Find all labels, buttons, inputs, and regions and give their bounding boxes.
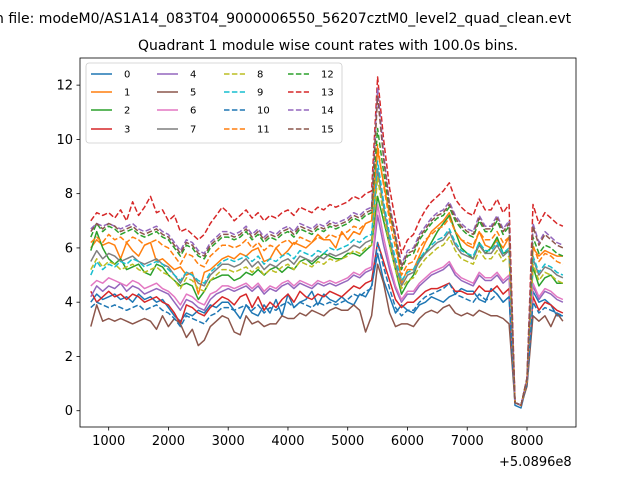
y-tick-label-4: 4 (65, 296, 73, 311)
series-line-5 (90, 263, 564, 407)
series-line-12 (90, 127, 564, 407)
series-line-7 (90, 168, 564, 407)
legend-label-10: 10 (257, 106, 270, 117)
x-tick-label-2000: 2000 (152, 434, 185, 449)
series-line-14 (90, 87, 564, 407)
x-tick-label-8000: 8000 (510, 434, 543, 449)
figure-suptitle: n file: modeM0/AS1A14_083T04_9000006550_… (0, 11, 572, 27)
series-lines (90, 76, 564, 409)
y-tick-label-2: 2 (65, 350, 73, 365)
plot-area: 1000 2000 3000 4000 5000 6000 7000 800002468101… (56, 57, 577, 449)
x-tick-label-6000: 6000 (391, 434, 424, 449)
y-tick-label-6: 6 (65, 241, 73, 256)
legend-label-3: 3 (124, 125, 130, 136)
legend-label-13: 13 (321, 88, 334, 99)
legend-label-2: 2 (124, 106, 130, 117)
series-line-4 (90, 214, 564, 407)
series-line-10 (90, 241, 564, 407)
legend-label-8: 8 (257, 70, 263, 81)
legend-label-12: 12 (321, 70, 334, 81)
legend-label-11: 11 (257, 125, 270, 136)
legend-label-5: 5 (190, 88, 196, 99)
chart-title: Quadrant 1 module wise count rates with … (138, 38, 518, 54)
legend-box (85, 62, 343, 144)
x-tick-label-3000: 3000 (212, 434, 245, 449)
x-tick-label-1000: 1000 (92, 434, 125, 449)
legend-label-0: 0 (124, 70, 130, 81)
series-line-8 (90, 176, 564, 407)
legend-label-9: 9 (257, 88, 263, 99)
x-tick-label-4000: 4000 (271, 434, 304, 449)
legend-label-6: 6 (190, 106, 196, 117)
legend-label-1: 1 (124, 88, 130, 99)
x-tick-label-7000: 7000 (451, 434, 484, 449)
series-line-1 (90, 149, 563, 407)
x-tick-label-5000: 5000 (331, 434, 364, 449)
axes-frame (79, 57, 577, 428)
legend-label-7: 7 (190, 125, 196, 136)
series-line-15 (90, 95, 564, 407)
series-line-0 (90, 252, 563, 409)
y-tick-label-8: 8 (65, 187, 73, 202)
x-axis-offset-label: +5.0896e8 (499, 455, 572, 470)
series-line-13 (90, 76, 564, 407)
y-tick-label-10: 10 (56, 133, 73, 148)
y-tick-label-0: 0 (65, 404, 73, 419)
series-line-6 (90, 203, 564, 407)
legend-label-14: 14 (321, 106, 334, 117)
y-tick-label-12: 12 (56, 79, 73, 94)
legend-label-15: 15 (321, 125, 334, 136)
series-line-3 (90, 241, 564, 407)
series-line-11 (90, 144, 564, 407)
legend-label-4: 4 (190, 70, 196, 81)
series-line-9 (90, 160, 564, 407)
